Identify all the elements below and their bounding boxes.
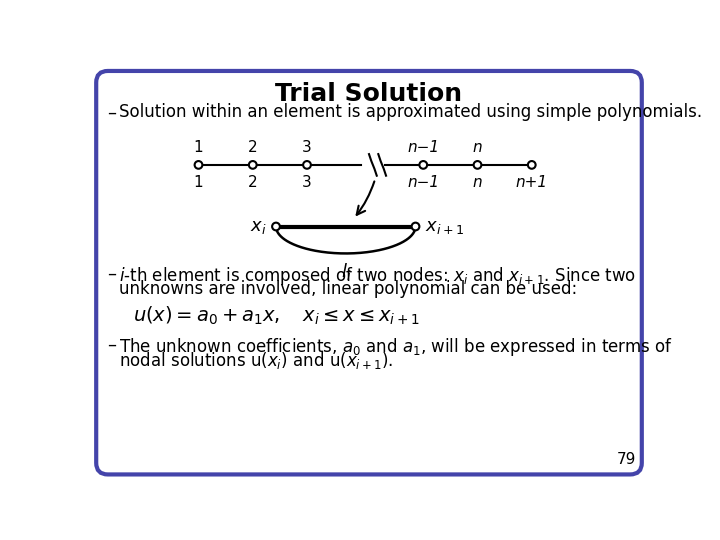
Text: n−1: n−1 (408, 140, 439, 155)
Text: –: – (107, 103, 116, 122)
Text: $l_i$: $l_i$ (341, 261, 351, 282)
Text: unknowns are involved, linear polynomial can be used:: unknowns are involved, linear polynomial… (120, 280, 577, 298)
Text: n+1: n+1 (516, 175, 548, 190)
Circle shape (272, 222, 280, 231)
Text: $i$-th element is composed of two nodes: $x_i$ and $x_{i+1}$. Since two: $i$-th element is composed of two nodes:… (120, 265, 636, 287)
Text: 2: 2 (248, 175, 258, 190)
Text: 2: 2 (248, 140, 258, 155)
Circle shape (249, 161, 256, 169)
Text: 1: 1 (194, 175, 203, 190)
Text: $x_{i+1}$: $x_{i+1}$ (425, 218, 464, 235)
Circle shape (528, 161, 536, 169)
Text: 3: 3 (302, 140, 312, 155)
Text: $x_i$: $x_i$ (250, 218, 266, 235)
Text: –: – (107, 336, 116, 354)
Text: nodal solutions u($x_i$) and u($x_{i+1}$).: nodal solutions u($x_i$) and u($x_{i+1}$… (120, 350, 394, 372)
Circle shape (303, 161, 311, 169)
Text: –: – (107, 265, 116, 283)
Text: The unknown coefficients, $a_0$ and $a_1$, will be expressed in terms of: The unknown coefficients, $a_0$ and $a_1… (120, 336, 674, 358)
Text: $u(x) = a_0 + a_1x, \quad x_i \leq x \leq x_{i+1}$: $u(x) = a_0 + a_1x, \quad x_i \leq x \le… (132, 305, 419, 327)
Text: Trial Solution: Trial Solution (276, 82, 462, 106)
Text: n: n (473, 175, 482, 190)
FancyBboxPatch shape (96, 71, 642, 475)
Circle shape (419, 161, 427, 169)
Text: Solution within an element is approximated using simple polynomials.: Solution within an element is approximat… (120, 103, 703, 122)
Text: 3: 3 (302, 175, 312, 190)
Circle shape (412, 222, 419, 231)
Text: 1: 1 (194, 140, 203, 155)
Circle shape (474, 161, 482, 169)
Text: 79: 79 (617, 452, 636, 467)
Text: n: n (473, 140, 482, 155)
Text: n−1: n−1 (408, 175, 439, 190)
Circle shape (194, 161, 202, 169)
